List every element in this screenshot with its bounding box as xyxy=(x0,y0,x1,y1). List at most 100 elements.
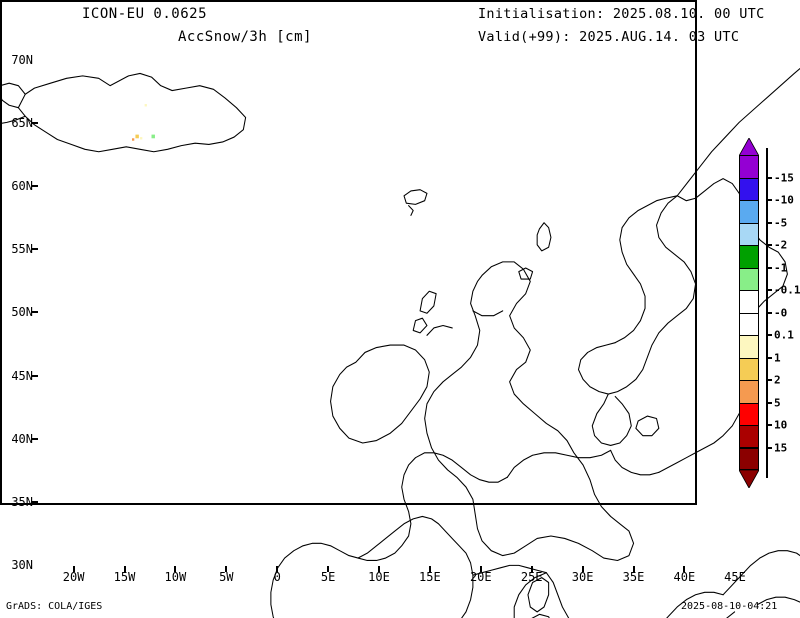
cb-label-pos15: 15 xyxy=(774,441,788,454)
lon-label-15w: 15W xyxy=(113,570,136,584)
cb-label-neg0: -0 xyxy=(774,306,788,319)
lon-tick-35e xyxy=(632,566,635,572)
lon-tick-5w xyxy=(225,566,228,572)
cb-tick-pos2 xyxy=(766,379,772,381)
colorbar[interactable] xyxy=(739,138,759,488)
cb-tick-neg0 xyxy=(766,311,772,314)
lon-label-35e: 35E xyxy=(622,570,645,584)
cb-label-pos2: 2 xyxy=(774,373,781,387)
cb-tick-neg15 xyxy=(766,176,772,179)
lon-label-15e: 15E xyxy=(419,570,441,584)
longitude-axis-ticks xyxy=(38,566,735,573)
cb-label-pos10: 10 xyxy=(774,418,788,432)
header-initialisation: Initialisation: 2025.08.10. 00 UTC xyxy=(478,6,765,22)
cb-label-pos5: 5 xyxy=(774,396,781,409)
cb-tick-pos15 xyxy=(766,446,772,449)
header-field-title: AccSnow/3h [cm] xyxy=(178,29,312,45)
lon-label-40e: 40E xyxy=(673,570,696,584)
cb-tick-neg5 xyxy=(766,221,772,224)
cb-tick-neg10 xyxy=(766,199,772,201)
lat-label-50n: 50N xyxy=(11,305,33,319)
header-valid-time: Valid(+99): 2025.AUG.14. 03 UTC xyxy=(478,29,740,45)
lat-label-65n: 65N xyxy=(11,116,33,130)
cb-tick-neg1 xyxy=(766,266,772,269)
colorbar-cell-2 xyxy=(739,200,759,223)
cb-tick-pos1 xyxy=(766,356,772,359)
lon-tick-10w xyxy=(174,566,177,572)
colorbar-cell-1 xyxy=(739,177,759,200)
cb-tick-neg2 xyxy=(766,244,772,246)
cb-label-neg10: -10 xyxy=(774,193,794,207)
colorbar-top-arrow xyxy=(739,138,759,156)
lon-tick-0 xyxy=(276,566,279,572)
cb-label-neg15: -15 xyxy=(774,171,794,184)
cb-label-pos01: 0.1 xyxy=(774,328,794,342)
colorbar-cell-9 xyxy=(739,357,759,380)
colorbar-cell-4 xyxy=(739,245,759,268)
cb-tick-pos01 xyxy=(766,334,772,336)
colorbar-cell-7 xyxy=(739,312,759,335)
lon-tick-25e xyxy=(530,566,533,572)
lat-label-45n: 45N xyxy=(11,369,33,383)
lat-label-30n: 30N xyxy=(11,558,33,572)
lon-tick-20w xyxy=(72,566,75,572)
colorbar-cell-3 xyxy=(739,222,759,245)
cb-label-neg2: -2 xyxy=(774,238,788,252)
colorbar-cell-6 xyxy=(739,290,759,313)
lon-label-20e: 20E xyxy=(469,570,492,584)
lon-label-5e: 5E xyxy=(320,570,336,584)
lat-label-60n: 60N xyxy=(11,179,33,193)
lon-label-10e: 10E xyxy=(368,570,390,584)
cb-label-neg01: -0.1 xyxy=(774,283,800,297)
colorbar-cell-13 xyxy=(739,447,759,470)
colorbar-cell-10 xyxy=(739,380,759,403)
colorbar-cell-8 xyxy=(739,335,759,358)
latitude-axis-ticks xyxy=(32,60,39,565)
lon-tick-40e xyxy=(683,566,686,572)
lon-tick-15w xyxy=(123,566,126,572)
cb-label-pos1: 1 xyxy=(774,351,781,364)
lon-tick-5e xyxy=(327,566,330,572)
lat-tick-45n xyxy=(32,375,38,377)
lon-label-25e: 25E xyxy=(520,570,543,584)
lon-label-10w: 10W xyxy=(164,570,187,584)
colorbar-bottom-arrow xyxy=(739,470,759,488)
lat-tick-65n xyxy=(32,122,38,124)
longitude-axis-labels: 20W 15W 10W 5W 0 5E 10E 15E 20E 25E 30E … xyxy=(38,570,746,587)
cb-tick-pos5 xyxy=(766,401,772,404)
cb-label-neg1: -1 xyxy=(774,261,788,274)
lat-label-70n: 70N xyxy=(11,53,33,67)
footer-timestamp: 2025-08-10-04:21 xyxy=(681,601,778,612)
lat-label-55n: 55N xyxy=(11,242,33,256)
lat-tick-55n xyxy=(32,248,38,250)
latitude-axis-labels: 70N 65N 60N 55N 50N 45N 40N 35N 30N xyxy=(0,54,33,571)
header-model-title: ICON-EU 0.0625 xyxy=(82,6,208,22)
lon-label-0: 0 xyxy=(273,570,281,584)
lon-label-5w: 5W xyxy=(219,570,234,584)
lon-tick-15e xyxy=(428,566,431,572)
lat-tick-60n xyxy=(32,185,38,187)
lat-label-35n: 35N xyxy=(11,495,33,509)
lat-tick-40n xyxy=(32,438,38,440)
colorbar-cell-11 xyxy=(739,402,759,425)
lon-label-30e: 30E xyxy=(571,570,594,584)
cb-label-neg5: -5 xyxy=(774,216,788,229)
colorbar-cell-12 xyxy=(739,425,759,448)
colorbar-cell-5 xyxy=(739,267,759,290)
lat-label-40n: 40N xyxy=(11,432,33,446)
cb-tick-pos10 xyxy=(766,424,772,426)
colorbar-tick-labels: -15 -10 -5 -2 -1 -0.1 -0 0.1 1 2 5 10 15 xyxy=(766,148,800,478)
trace-data-pixels xyxy=(131,104,155,141)
colorbar-cell-0 xyxy=(739,155,759,178)
footer-credit: GrADS: COLA/IGES xyxy=(6,601,103,612)
cb-tick-neg01 xyxy=(766,289,772,291)
lon-tick-10e xyxy=(378,566,380,572)
lat-tick-35n xyxy=(32,501,38,503)
lat-tick-50n xyxy=(32,311,38,313)
lon-label-20w: 20W xyxy=(62,570,85,584)
lon-label-45e: 45E xyxy=(724,570,746,584)
lon-tick-20e xyxy=(479,566,482,572)
lon-tick-30e xyxy=(581,566,584,572)
